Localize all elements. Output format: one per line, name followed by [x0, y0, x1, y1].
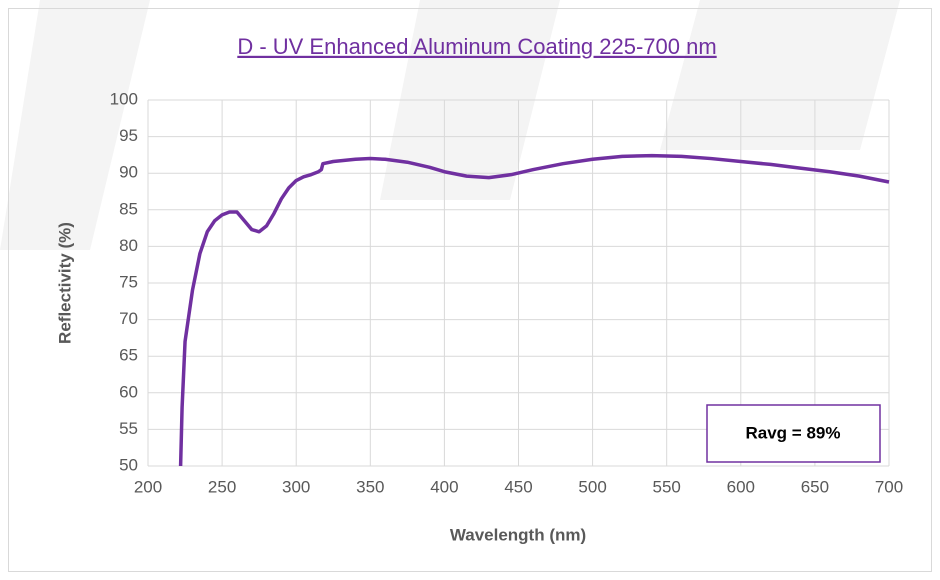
- y-tick-label: 80: [119, 236, 138, 255]
- x-tick-label: 400: [430, 477, 458, 496]
- watermark: [660, 0, 900, 150]
- y-tick-label: 55: [119, 419, 138, 438]
- x-tick-label: 200: [134, 477, 162, 496]
- x-tick-label: 450: [504, 477, 532, 496]
- x-tick-label: 550: [653, 477, 681, 496]
- x-tick-label: 300: [282, 477, 310, 496]
- y-axis-label: Reflectivity (%): [55, 222, 74, 344]
- x-tick-label: 500: [578, 477, 606, 496]
- y-tick-label: 95: [119, 126, 138, 145]
- data-line: [178, 153, 890, 467]
- chart-border: [8, 8, 932, 572]
- y-tick-label: 90: [119, 163, 138, 182]
- watermark: [0, 0, 150, 250]
- y-tick-label: 70: [119, 309, 138, 328]
- chart-title: D - UV Enhanced Aluminum Coating 225-700…: [237, 34, 716, 59]
- y-tick-label: 60: [119, 382, 138, 401]
- x-tick-label: 350: [356, 477, 384, 496]
- y-tick-label: 85: [119, 199, 138, 218]
- y-tick-label: 75: [119, 272, 138, 291]
- x-tick-label: 600: [727, 477, 755, 496]
- x-axis-label: Wavelength (nm): [450, 525, 586, 544]
- x-tick-label: 700: [875, 477, 903, 496]
- y-tick-label: 65: [119, 346, 138, 365]
- annotation-box: [706, 404, 881, 463]
- y-tick-label: 100: [110, 89, 138, 108]
- x-tick-label: 650: [801, 477, 829, 496]
- annotation: Ravg = 89%: [746, 423, 841, 442]
- x-tick-label: 250: [208, 477, 236, 496]
- y-tick-label: 50: [119, 455, 138, 474]
